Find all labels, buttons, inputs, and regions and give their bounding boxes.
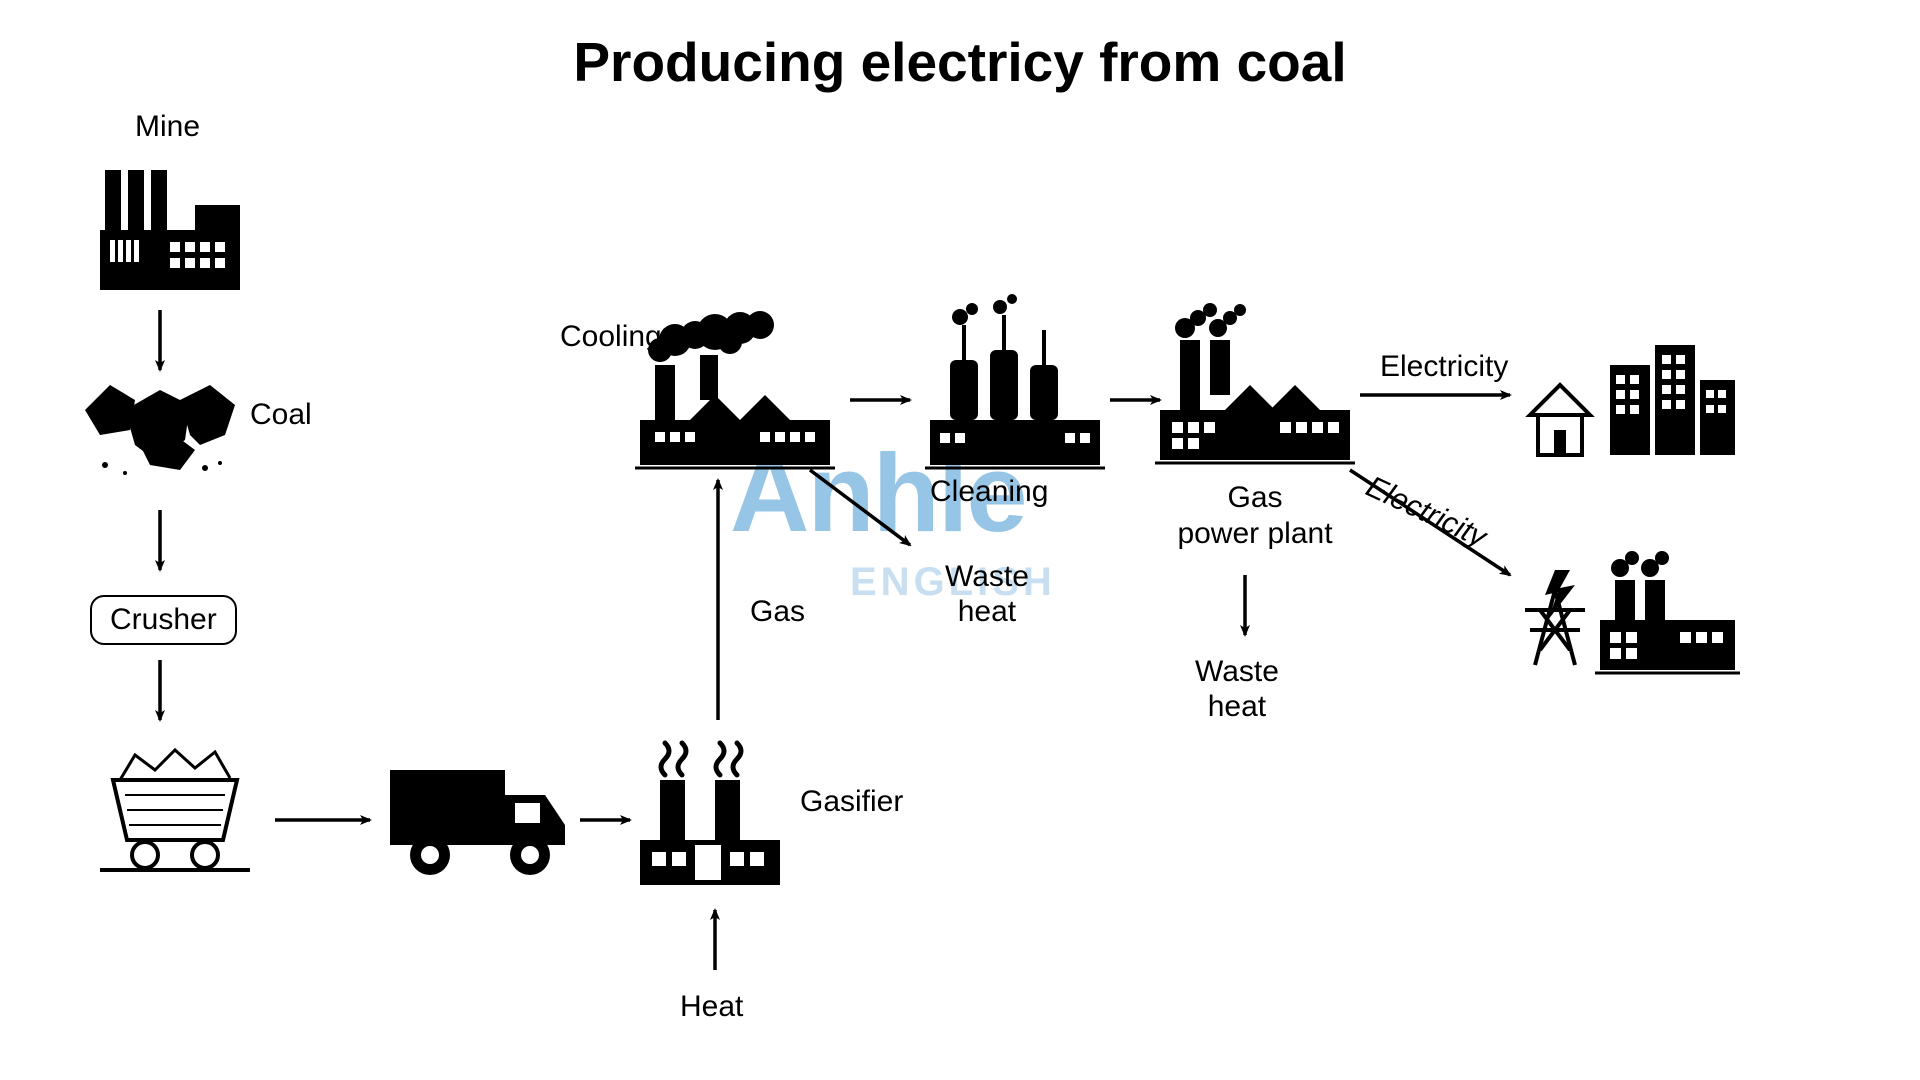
label-gasifier: Gasifier <box>800 785 903 819</box>
cooling-icon <box>635 311 835 468</box>
crusher-box: Crusher <box>90 595 237 645</box>
label-wasteheat2-l1: Waste <box>1195 655 1279 688</box>
label-powerplant-l1: Gas <box>1227 481 1282 514</box>
label-wasteheat2: Waste heat <box>1195 655 1279 724</box>
label-mine: Mine <box>135 110 200 144</box>
label-wasteheat2-l2: heat <box>1208 690 1266 723</box>
label-heat: Heat <box>680 990 743 1024</box>
arrow-cooling-wasteheat1 <box>810 470 910 545</box>
cart-icon <box>100 750 250 870</box>
gasifier-icon <box>640 743 780 885</box>
powerplant-icon <box>1155 303 1355 463</box>
mine-icon <box>100 170 240 290</box>
label-wasteheat1: Waste heat <box>945 560 1029 629</box>
cleaning-icon <box>925 294 1105 468</box>
label-wasteheat1-l2: heat <box>958 595 1016 628</box>
label-cooling: Cooling <box>560 320 662 354</box>
buildings-icon <box>1530 345 1735 455</box>
truck-icon <box>390 770 565 875</box>
label-cleaning: Cleaning <box>930 475 1048 509</box>
label-coal: Coal <box>250 398 312 432</box>
label-powerplant: Gas power plant <box>1155 480 1355 552</box>
coal-icon <box>85 385 235 475</box>
label-wasteheat1-l1: Waste <box>945 560 1029 593</box>
label-gas: Gas <box>750 595 805 629</box>
label-electricity-1: Electricity <box>1380 350 1508 384</box>
label-powerplant-l2: power plant <box>1177 517 1332 550</box>
powergrid-icon <box>1525 551 1740 673</box>
diagram-stage <box>0 0 1920 1080</box>
